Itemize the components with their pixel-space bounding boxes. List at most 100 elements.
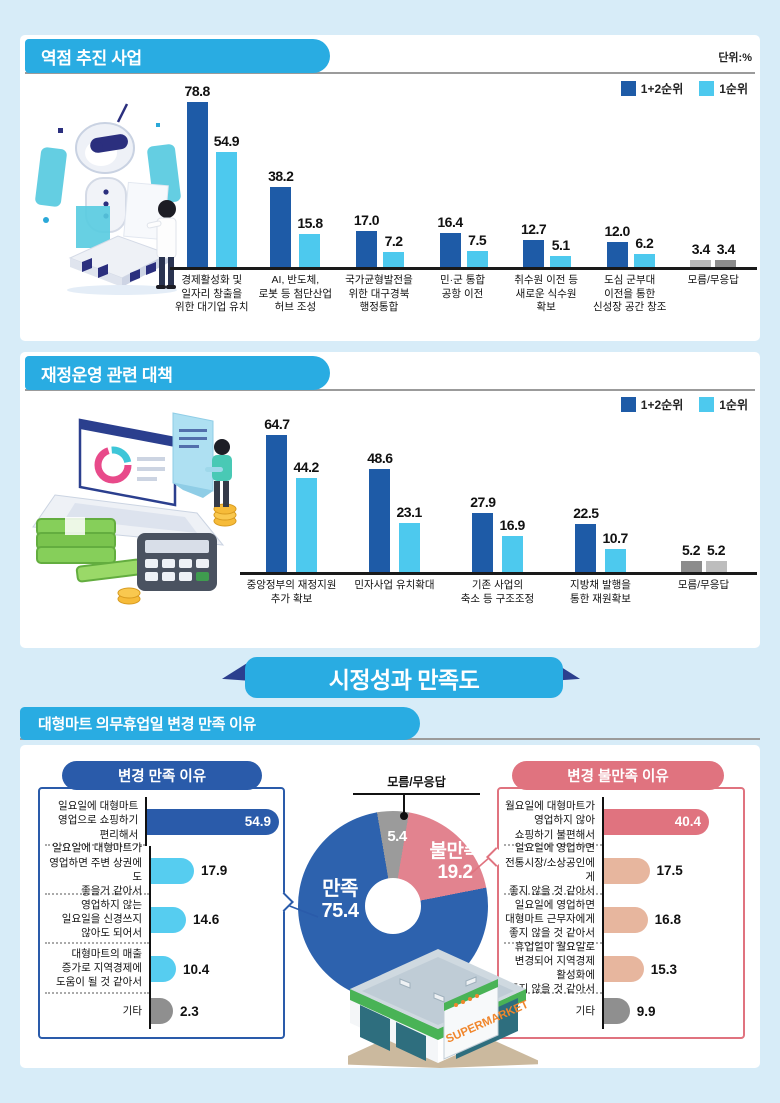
dissatisfied-reasons-header: 변경 불만족 이유 [512, 761, 724, 790]
bar-value-label: 7.2 [384, 232, 403, 249]
bar-group: 12.0 6.2 도심 군부대 이전을 통한 신성장 공간 창조 [588, 83, 672, 315]
category-label: 민·군 통합 공항 이전 [439, 274, 486, 300]
reason-bar [604, 857, 650, 884]
reason-label: 일요일에 대형마트 영업으로 쇼핑하기 편리해서 [45, 797, 146, 847]
category-label: 민자사업 유치확대 [354, 579, 435, 591]
donut-label-unknown-value: 5.4 [375, 828, 419, 846]
category-label: 지방채 발행을 통한 재원확보 [570, 579, 631, 605]
bar [680, 560, 702, 572]
section-title-mart-holiday: 대형마트 의무휴업일 변경 만족 이유 [20, 707, 420, 740]
bar-value-label: 78.8 [184, 82, 211, 99]
bar-group: 78.8 54.9 경제활성화 및 일자리 창출을 위한 대기업 유치 [170, 83, 254, 315]
bar [501, 536, 523, 572]
reason-row: 일요일에 영업하면 대형마트 근무자에게 좋지 않을 것 같아서 16.8 [504, 895, 739, 945]
reason-bar [151, 906, 187, 933]
reason-row: 일요일에 대형마트가 영업하면 주변 상권에도 좋을거 같아서 17.9 [45, 842, 279, 897]
bar-value-label: 12.7 [520, 221, 547, 238]
bar-value-label: 44.2 [293, 459, 320, 476]
bar [266, 434, 288, 572]
segment-value: 75.4 [321, 900, 359, 923]
category-label: 기존 사업의 축소 등 구조조정 [460, 579, 535, 605]
bar [550, 256, 572, 267]
bar-value-label: 7.5 [468, 232, 487, 249]
bar-value-label: 64.7 [264, 415, 290, 432]
divider [25, 389, 755, 391]
legend-label: 1+2순위 [640, 398, 684, 412]
bar [705, 560, 727, 572]
legend-label: 1순위 [719, 82, 748, 96]
bar [270, 186, 292, 267]
donut-label-dissatisfied: 불만족 19.2 [405, 841, 505, 884]
reason-label: 대형마트의 매출 증가로 지역경제에 도움이 될 것 같아서 [45, 944, 149, 994]
reason-bar [151, 956, 176, 983]
segment-value: 19.2 [437, 862, 473, 884]
bar-value-label: 22.5 [573, 505, 599, 522]
reason-bar: 54.9 [147, 808, 279, 835]
reason-row: 일요일에 영업하면 전통시장/소상공인에게 좋지 않을 것 같아서 17.5 [504, 842, 739, 897]
bar [295, 478, 317, 572]
bar-value-label: 17.0 [353, 212, 380, 229]
reason-bar: 40.4 [604, 808, 710, 835]
leader-line [403, 793, 405, 813]
satisfied-reasons-panel: 일요일에 대형마트 영업으로 쇼핑하기 편리해서 54.9 일요일에 대형마트가 영… [38, 787, 285, 1039]
legend-item: 1순위 [699, 80, 748, 97]
bar [523, 240, 545, 267]
category-label: 국가균형발전을 위한 대구경북 행정통합 [345, 274, 413, 314]
bar-group: 48.6 23.1 민자사업 유치확대 [343, 416, 446, 606]
donut-label-satisfied: 만족 75.4 [290, 878, 390, 923]
reason-label: 월요일에 대형마트가 영업하지 않아 쇼핑하기 불편해서 [504, 797, 602, 847]
bar-group: 22.5 10.7 지방채 발행을 통한 재원확보 [549, 416, 652, 606]
reason-value: 40.4 [674, 814, 702, 830]
reason-label: 기타 [575, 1005, 595, 1018]
bar-group: 16.4 7.5 민·군 통합 공항 이전 [421, 83, 505, 315]
bar-value-label: 3.4 [691, 240, 710, 257]
reason-row: 일요일에 대형마트 영업으로 쇼핑하기 편리해서 54.9 [45, 797, 279, 847]
section-title-finance-measures: 재정운영 관련 대책 [25, 356, 330, 390]
bar [466, 251, 488, 267]
bar [604, 549, 626, 572]
bar-value-label: 3.4 [716, 240, 735, 257]
bar [439, 232, 461, 267]
reason-bar [604, 998, 630, 1025]
legend-swatch-rank12 [620, 81, 636, 96]
reason-row: 기타 9.9 [504, 993, 739, 1030]
legend: 1+2순위 1순위 [620, 80, 748, 97]
reason-row: 영업하지 않는 일요일을 신경쓰지 않아도 되어서 14.6 [45, 895, 279, 945]
x-axis [240, 572, 757, 575]
reason-value: 2.3 [180, 1003, 199, 1019]
reason-value: 17.5 [656, 863, 683, 879]
bar [715, 259, 737, 267]
supermarket-building-icon: SUPERMARKET [348, 949, 538, 1068]
bar-group: 17.0 7.2 국가균형발전을 위한 대구경북 행정통합 [337, 83, 421, 315]
bar [606, 241, 628, 267]
bar [472, 512, 494, 572]
reason-label: 영업하지 않는 일요일을 신경쓰지 않아도 되어서 [45, 895, 149, 945]
reason-value: 10.4 [182, 961, 210, 977]
segment-label: 만족 [322, 878, 358, 900]
bar-value-label: 16.4 [437, 213, 463, 230]
x-axis [170, 267, 757, 270]
bar-value-label: 48.6 [367, 449, 393, 466]
leader-dot [400, 812, 408, 820]
legend: 1+2순위 1순위 [620, 396, 748, 413]
bar-value-label: 23.1 [396, 504, 423, 521]
unit-label: 단위:% [718, 52, 752, 64]
reason-value: 54.9 [244, 814, 271, 830]
bar [215, 151, 237, 267]
reason-value: 17.9 [200, 863, 228, 879]
bar [383, 251, 405, 267]
segment-value: 5.4 [387, 828, 407, 845]
reason-label: 일요일에 영업하면 전통시장/소상공인에게 좋지 않을 것 같아서 [504, 842, 602, 897]
section-key-projects: 역점 추진 사업 단위:% 1+2순위 1순위 [20, 35, 760, 341]
bar-value-label: 15.8 [297, 214, 323, 231]
reason-value: 15.3 [650, 961, 678, 977]
bar [369, 468, 391, 572]
bar [398, 523, 420, 572]
bar [690, 259, 712, 267]
reason-bar [151, 998, 173, 1025]
reason-row: 대형마트의 매출 증가로 지역경제에 도움이 될 것 같아서 10.4 [45, 944, 279, 994]
divider [25, 72, 755, 74]
bar-group: 27.9 16.9 기존 사업의 축소 등 구조조정 [446, 416, 549, 606]
